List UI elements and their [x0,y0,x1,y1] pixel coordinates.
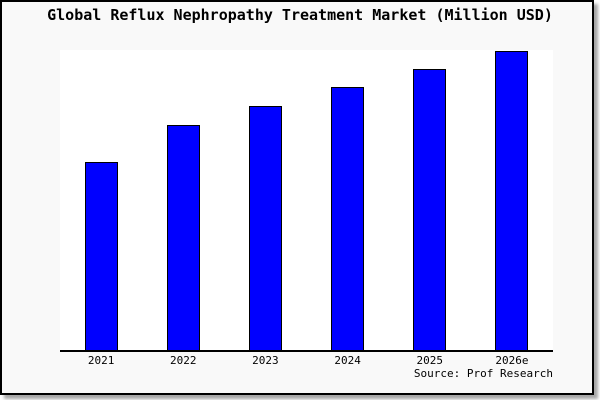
bar-slot-2025 [389,50,471,350]
x-tick-label-2024: 2024 [334,354,361,367]
bar-slot-2022 [142,50,224,350]
bar-slot-2021 [60,50,142,350]
x-axis-tick-labels: 2021 2022 2023 2024 2025 2026e [60,354,553,367]
bar-slot-2026e [471,50,553,350]
bar-2021 [84,161,118,350]
bars-container [60,50,553,350]
bar-2022 [166,125,200,350]
x-tick-label-2026e: 2026e [495,354,529,367]
bar-2024 [331,86,365,350]
x-tick-label-2021: 2021 [87,354,115,367]
bar-2025 [413,68,447,350]
x-tick-label-2023: 2023 [252,354,279,367]
x-tick-label-2025: 2025 [416,354,444,367]
x-tick-label-2022: 2022 [170,354,197,367]
bar-slot-2024 [307,50,389,350]
bar-2023 [248,106,282,350]
bar-2026e [495,50,529,350]
plot-area [60,50,553,352]
source-note: Source: Prof Research [413,367,553,380]
chart-title: Global Reflux Nephropathy Treatment Mark… [47,6,553,24]
bar-slot-2023 [224,50,306,350]
